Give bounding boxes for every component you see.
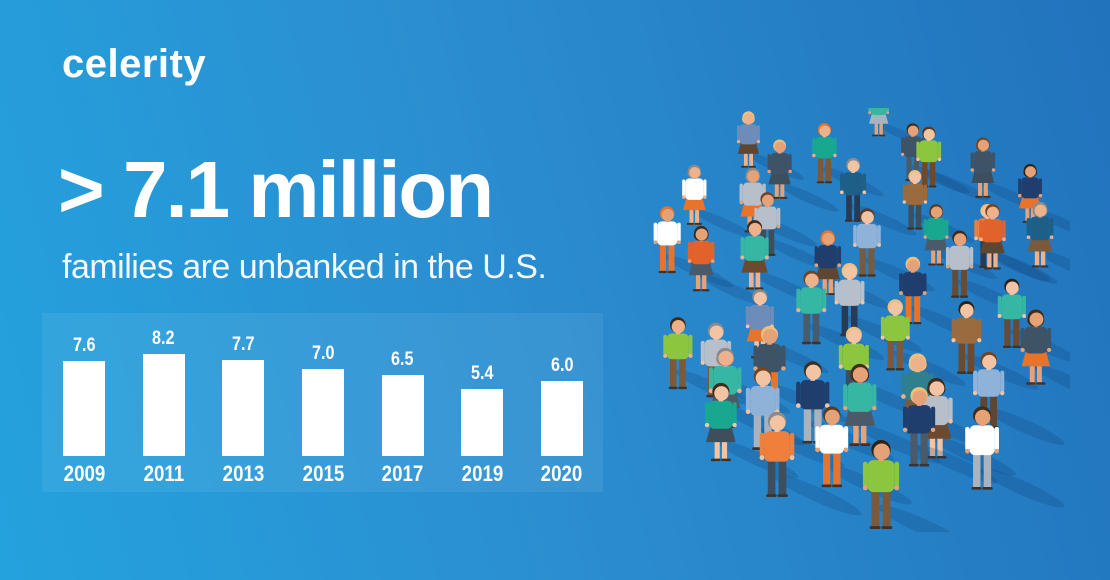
bar-category-label: 2009 (63, 461, 105, 486)
bar-chart: 7.6 2009 8.2 2011 7.7 2013 7.0 2015 6.5 2017 5.4 20… (63, 313, 583, 492)
person-figure (916, 126, 990, 201)
bar-column: 7.6 2009 (63, 313, 105, 492)
person-figure (972, 351, 1065, 445)
bar-column: 7.7 2013 (222, 313, 265, 492)
bar (63, 361, 105, 456)
crowd-illustration (653, 108, 1070, 532)
person-figure (759, 411, 862, 516)
bar-value-label: 6.0 (550, 355, 574, 376)
brand-logo: celerity (62, 42, 207, 86)
bar-value-label: 5.4 (471, 363, 494, 384)
bar-column: 8.2 2011 (142, 313, 185, 492)
person-figure (1020, 309, 1070, 401)
bar-category-label: 2013 (222, 461, 265, 486)
person-figure (754, 192, 831, 270)
person-figure (767, 139, 839, 212)
bar-category-label: 2011 (143, 461, 184, 486)
bar (301, 369, 344, 456)
bar (461, 389, 504, 456)
person-figure (739, 167, 817, 247)
bar-category-label: 2017 (381, 461, 424, 486)
person-figure (843, 363, 941, 464)
bar-column: 7.0 2015 (301, 313, 344, 492)
bar-category-label: 2015 (302, 461, 344, 486)
bar-chart-panel: 7.6 2009 8.2 2011 7.7 2013 7.0 2015 6.5 2017 5.4 20… (42, 313, 603, 492)
bar (222, 360, 265, 456)
person-figure (736, 111, 805, 180)
bar (540, 381, 583, 456)
headline-subtitle: families are unbanked in the U.S. (62, 248, 547, 286)
person-figure (704, 382, 799, 479)
bar-column: 6.5 2017 (381, 313, 424, 492)
bar-column: 5.4 2019 (461, 313, 504, 492)
bar (142, 354, 185, 456)
person-figure (965, 406, 1065, 508)
bar-value-label: 7.6 (72, 335, 96, 356)
bar-value-label: 6.5 (391, 349, 414, 370)
person-figure (899, 256, 980, 339)
bar-value-label: 7.0 (311, 343, 335, 364)
person-figure (862, 439, 970, 532)
bar-value-label: 8.2 (152, 328, 175, 349)
bar-value-label: 7.7 (232, 334, 255, 355)
bar-category-label: 2020 (541, 461, 583, 486)
person-figure (979, 204, 1058, 284)
bar-column: 6.0 2020 (540, 313, 583, 492)
person-figure (687, 225, 767, 306)
person-figure (1026, 201, 1070, 282)
person-figure (682, 164, 754, 238)
bar (381, 375, 424, 456)
bar-category-label: 2019 (461, 461, 504, 486)
headline-title: > 7.1 million (58, 145, 494, 234)
